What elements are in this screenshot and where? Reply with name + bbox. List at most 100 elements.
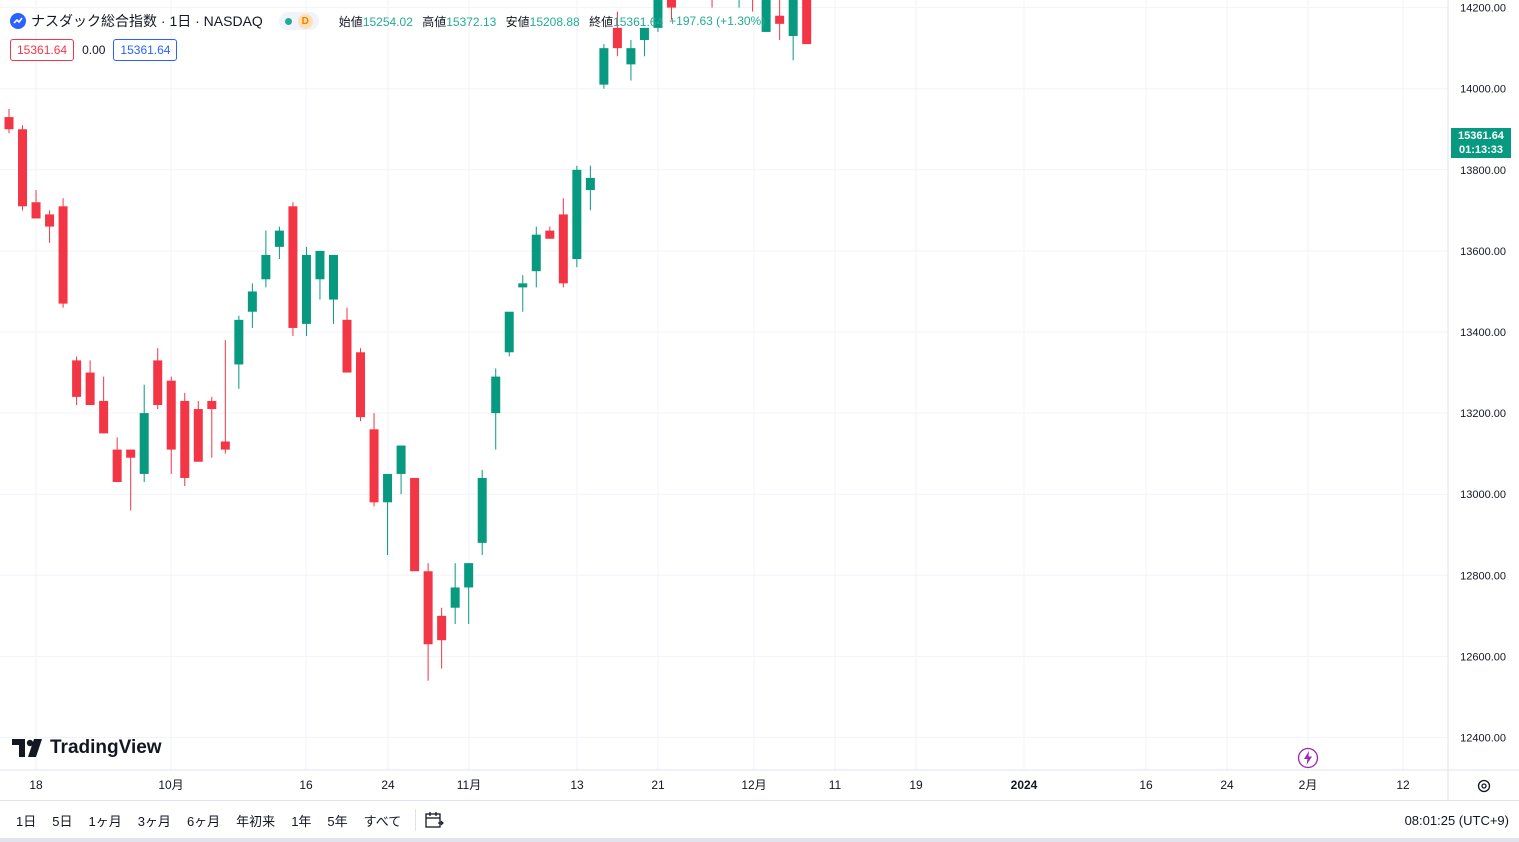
range-1y[interactable]: 1年 [291,813,312,829]
candle-body [666,0,676,8]
window-bottom-edge [0,838,1519,842]
candle-body [639,27,649,41]
candle-body [112,449,122,483]
range-1m[interactable]: 1ヶ月 [88,813,122,829]
candle-body [220,441,230,450]
range-3m[interactable]: 3ヶ月 [137,813,171,829]
chart-legend: ナスダック総合指数 · 1日 · NASDAQ D 始値15254.02 高値1… [10,10,765,32]
candle-body [545,230,555,239]
range-1d[interactable]: 1日 [16,813,37,829]
calendar-range-icon[interactable] [422,808,446,832]
y-tick-label: 13200.00 [1460,408,1506,420]
candle-body [572,169,582,260]
candle-body [274,230,284,247]
candle-body [437,615,447,641]
candle-body [261,254,271,280]
last-price-label: 15361.64 [1458,130,1504,142]
candle-body [775,15,785,24]
high-label: 高値 [422,14,447,29]
x-tick-label: 13 [570,778,584,792]
toolbar-divider [415,809,417,831]
candle-body [288,206,298,328]
x-tick-label: 21 [651,778,665,792]
x-tick-label: 11月 [457,778,481,792]
market-open-dot [284,17,292,25]
y-tick-label: 14200.00 [1460,3,1506,15]
candle-body [315,250,325,280]
range-5y[interactable]: 5年 [327,813,348,829]
range-all[interactable]: すべて [363,813,402,829]
candle-body [410,477,420,572]
candle-body [612,27,622,49]
y-tick-label: 14000.00 [1460,84,1506,96]
bar-countdown: 01:13:33 [1458,144,1504,156]
candle-body [58,206,68,304]
candle-body [193,409,203,462]
candle-body [626,48,636,65]
x-tick-label: 2024 [1011,778,1038,792]
candle-body [788,0,798,36]
high-value: 15372.13 [446,14,497,29]
symbol-title[interactable]: ナスダック総合指数 · 1日 · NASDAQ [31,13,263,29]
candle-body [31,202,41,219]
candle-body [369,429,379,503]
x-tick-label: 12 [1396,778,1410,792]
price-change: +197.63 (+1.30%) [669,14,766,28]
candle-body [531,234,541,272]
y-tick-label: 12400.00 [1460,733,1506,745]
spread-value: 0.00 [82,43,106,57]
candle-body [802,0,812,45]
open-label: 始値 [338,14,363,29]
x-tick-label: 19 [909,778,923,792]
tradingview-logo[interactable]: TradingView [12,737,162,759]
candle-body [153,360,163,405]
y-tick-label: 13400.00 [1460,327,1506,339]
candle-body [328,254,338,300]
clock-timezone[interactable]: 08:01:25 (UTC+9) [1404,812,1509,828]
candle-body [464,563,474,588]
candle-body [85,372,95,405]
candle-body [599,48,609,85]
x-tick-label: 24 [381,778,395,792]
logo-text: TradingView [50,737,162,758]
range-ytd[interactable]: 年初来 [236,813,276,829]
candle-body [477,477,487,543]
range-6m[interactable]: 6ヶ月 [186,813,221,829]
x-tick-label: 12月 [741,778,766,792]
y-tick-label: 13000.00 [1460,489,1506,501]
price-chart[interactable]: 12400.00 12600.00 12800.00 13000.00 13200.00… [0,0,1519,800]
y-tick-label: 12800.00 [1460,570,1506,582]
ohlc-values: 始値15254.02 高値15372.13 安値15208.88 終値15361… [333,13,663,30]
x-tick-label: 11 [829,778,842,792]
candle-body [247,291,257,312]
candle-body [558,214,568,284]
gear-icon[interactable] [1474,776,1494,796]
symbol-logo-icon [10,13,26,29]
low-label: 安値 [505,14,530,29]
replay-lightning-icon[interactable] [1297,747,1319,774]
x-tick-label: 16 [1139,778,1153,792]
candle-body [504,311,514,353]
candle-body [18,129,28,207]
bottom-toolbar: 1日 5日 1ヶ月 3ヶ月 6ヶ月 年初来 1年 5年 すべて 08:01:25… [0,800,1519,839]
candle-body [761,0,771,32]
x-tick-label: 2月 [1299,778,1318,792]
candle-body [585,177,595,191]
candle-body [356,352,366,418]
ask-price[interactable]: 15361.64 [113,39,178,61]
candle-body [180,400,190,478]
candle-body [207,400,217,410]
market-status[interactable]: D [278,12,319,30]
close-label: 終値 [589,14,614,29]
candle-body [653,0,663,28]
candle-body [518,283,528,288]
candle-body [342,319,352,373]
candle-body [450,587,460,608]
candle-body [139,413,149,474]
tradingview-logo-icon [12,739,42,757]
x-tick-label: 18 [29,778,43,792]
bid-price[interactable]: 15361.64 [10,39,75,61]
close-value: 15361.64 [613,14,664,29]
open-value: 15254.02 [362,14,413,29]
range-5d[interactable]: 5日 [52,813,73,829]
